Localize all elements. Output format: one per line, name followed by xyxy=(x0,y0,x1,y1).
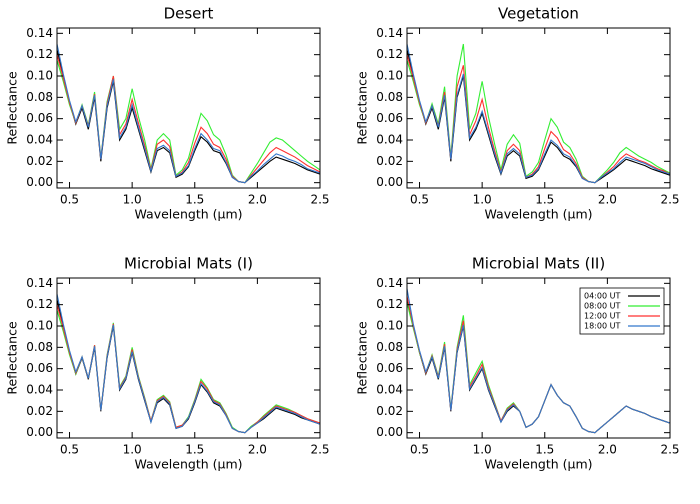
x-tick-label: 2.5 xyxy=(660,193,679,207)
chart-title: Desert xyxy=(164,5,214,23)
chart-title: Vegetation xyxy=(498,5,579,23)
plot-area xyxy=(407,43,670,184)
x-tick-label: 2.0 xyxy=(598,193,617,207)
x-tick-label: 0.5 xyxy=(60,443,79,457)
x-tick-label: 1.0 xyxy=(123,443,142,457)
axes-frame xyxy=(56,277,321,439)
y-tick-label: 0.12 xyxy=(26,297,53,311)
y-tick-label: 0.14 xyxy=(26,276,53,290)
x-tick-label: 1.0 xyxy=(473,443,492,457)
y-tick-label: 0.10 xyxy=(26,69,53,83)
series-line xyxy=(407,288,670,434)
axes-frame xyxy=(56,27,321,189)
y-tick-label: 0.06 xyxy=(376,361,403,375)
plot-area xyxy=(57,293,320,434)
x-axis-label: Wavelength (μm) xyxy=(484,457,592,472)
y-tick-label: 0.04 xyxy=(26,383,53,397)
y-tick-label: 0.12 xyxy=(376,297,403,311)
y-tick-label: 0.08 xyxy=(26,340,53,354)
panel: Vegetation 0.00 0.02 0.04 0.06 0.08 0.10 0.12 0.… xyxy=(355,5,680,222)
y-tick-label: 0.10 xyxy=(376,69,403,83)
y-tick-label: 0.00 xyxy=(376,175,403,189)
x-tick-label: 1.5 xyxy=(535,443,554,457)
y-tick-label: 0.02 xyxy=(26,404,53,418)
y-tick-label: 0.00 xyxy=(26,175,53,189)
panel: Microbial Mats (I) 0.00 0.02 0.04 0.06 0.08 0.… xyxy=(5,255,330,472)
x-tick-label: 1.0 xyxy=(123,193,142,207)
series-line xyxy=(57,49,320,184)
x-tick-label: 0.5 xyxy=(60,193,79,207)
y-tick-label: 0.14 xyxy=(376,26,403,40)
x-tick-label: 2.5 xyxy=(310,193,329,207)
y-tick-label: 0.02 xyxy=(26,154,53,168)
y-tick-label: 0.02 xyxy=(376,154,403,168)
x-tick-label: 2.0 xyxy=(598,443,617,457)
y-axis-label: Reflectance xyxy=(355,321,370,395)
y-tick-label: 0.00 xyxy=(376,425,403,439)
plot-area xyxy=(57,43,320,184)
x-axis-label: Wavelength (μm) xyxy=(484,207,592,222)
series-line xyxy=(407,43,670,184)
axes-frame xyxy=(406,27,671,189)
x-tick-label: 2.5 xyxy=(660,443,679,457)
x-axis-label: Wavelength (μm) xyxy=(134,457,242,472)
x-tick-label: 0.5 xyxy=(410,443,429,457)
chart-title: Microbial Mats (II) xyxy=(472,255,605,273)
x-tick-label: 2.0 xyxy=(248,443,267,457)
y-tick-label: 0.06 xyxy=(26,361,53,375)
y-tick-label: 0.06 xyxy=(26,111,53,125)
x-tick-label: 1.5 xyxy=(535,193,554,207)
x-tick-label: 1.5 xyxy=(185,443,204,457)
y-tick-label: 0.14 xyxy=(376,276,403,290)
x-tick-label: 0.5 xyxy=(410,193,429,207)
y-tick-label: 0.06 xyxy=(376,111,403,125)
y-axis-label: Reflectance xyxy=(355,71,370,145)
y-tick-label: 0.12 xyxy=(376,47,403,61)
x-axis-label: Wavelength (μm) xyxy=(134,207,242,222)
y-tick-label: 0.08 xyxy=(26,90,53,104)
legend-label: 04:00 UT xyxy=(584,292,620,301)
y-tick-label: 0.08 xyxy=(376,340,403,354)
series-line xyxy=(407,49,670,184)
legend-label: 08:00 UT xyxy=(584,302,620,311)
y-axis-label: Reflectance xyxy=(5,71,20,145)
y-tick-label: 0.00 xyxy=(26,425,53,439)
series-line xyxy=(57,43,320,184)
axes-frame xyxy=(406,277,671,439)
y-tick-label: 0.14 xyxy=(26,26,53,40)
x-tick-label: 1.5 xyxy=(185,193,204,207)
y-tick-label: 0.04 xyxy=(376,133,403,147)
plot-area xyxy=(407,288,670,434)
panel: Microbial Mats (II) 0.00 0.02 0.04 0.06 0.08 0… xyxy=(355,255,680,472)
legend-label: 12:00 UT xyxy=(584,312,620,321)
x-tick-label: 2.5 xyxy=(310,443,329,457)
y-tick-label: 0.10 xyxy=(26,319,53,333)
y-axis-label: Reflectance xyxy=(5,321,20,395)
panel: Desert 0.00 0.02 0.04 0.06 0.08 0.10 0.12 0.14 0.… xyxy=(5,5,330,222)
y-tick-label: 0.04 xyxy=(376,383,403,397)
y-tick-label: 0.02 xyxy=(376,404,403,418)
y-tick-label: 0.12 xyxy=(26,47,53,61)
series-line xyxy=(57,299,320,434)
y-tick-label: 0.08 xyxy=(376,90,403,104)
y-tick-label: 0.04 xyxy=(26,133,53,147)
series-line xyxy=(57,293,320,434)
x-tick-label: 1.0 xyxy=(473,193,492,207)
y-tick-label: 0.10 xyxy=(376,319,403,333)
x-tick-label: 2.0 xyxy=(248,193,267,207)
chart-title: Microbial Mats (I) xyxy=(124,255,253,273)
legend-label: 18:00 UT xyxy=(584,322,620,331)
